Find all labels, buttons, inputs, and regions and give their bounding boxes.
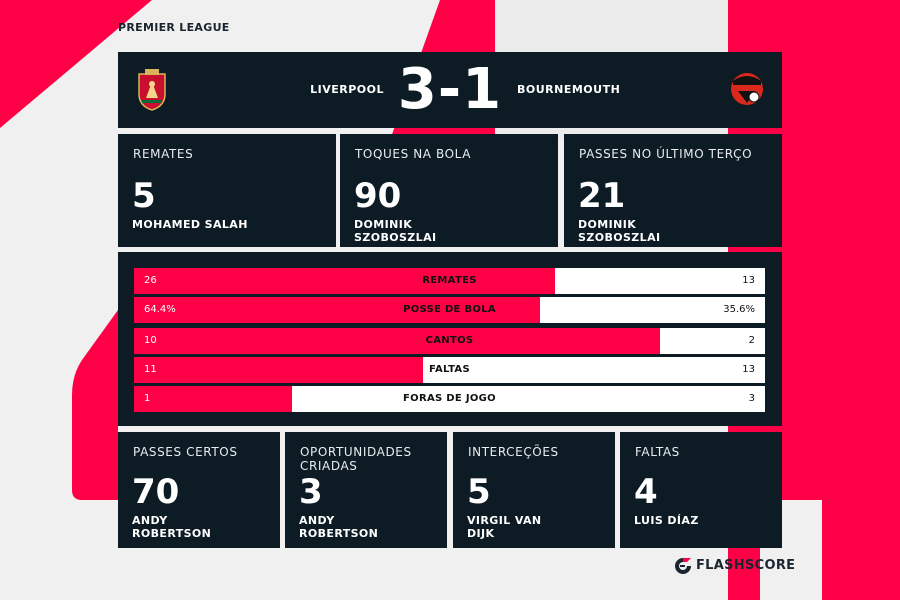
stat-card-accurate-passes: PASSES CERTOS 70 ANDY ROBERTSON bbox=[118, 432, 280, 548]
card-player: ANDY ROBERTSON bbox=[299, 514, 379, 540]
card-title: TOQUES NA BOLA bbox=[355, 147, 472, 161]
away-value: 3 bbox=[748, 393, 755, 404]
card-title: INTERCEÇÕES bbox=[468, 445, 559, 459]
league-name: PREMIER LEAGUE bbox=[118, 21, 230, 34]
home-share-bar bbox=[134, 386, 292, 412]
stat-card-final-third-passes: PASSES NO ÚLTIMO TERÇO 21 DOMINIK SZOBOS… bbox=[564, 134, 782, 247]
liverpool-crest-icon bbox=[138, 69, 166, 111]
home-share-bar bbox=[134, 268, 555, 294]
stat-card-interceptions: INTERCEÇÕES 5 VIRGIL VAN DIJK bbox=[453, 432, 615, 548]
home-value: 1 bbox=[144, 393, 151, 404]
card-title: FALTAS bbox=[635, 445, 680, 459]
card-title: REMATES bbox=[133, 147, 194, 161]
stat-card-touches: TOQUES NA BOLA 90 DOMINIK SZOBOSZLAI bbox=[340, 134, 558, 247]
home-share-bar bbox=[134, 357, 423, 383]
team-stats-panel: 26 REMATES 13 64.4% POSSE DE BOLA 35.6% … bbox=[118, 252, 782, 426]
stat-label: FALTAS bbox=[429, 364, 470, 375]
card-value: 70 bbox=[132, 472, 180, 512]
card-value: 21 bbox=[578, 176, 626, 216]
home-value: 10 bbox=[144, 335, 157, 346]
home-value: 11 bbox=[144, 364, 157, 375]
home-value: 64.4% bbox=[144, 304, 176, 315]
card-player: DOMINIK SZOBOSZLAI bbox=[578, 218, 661, 244]
card-player: LUIS DÍAZ bbox=[634, 514, 699, 527]
card-value: 5 bbox=[467, 472, 491, 512]
card-value: 3 bbox=[299, 472, 323, 512]
flashscore-logo-icon bbox=[675, 558, 691, 574]
stat-label: REMATES bbox=[422, 275, 477, 286]
card-player: VIRGIL VAN DIJK bbox=[467, 514, 542, 540]
home-value: 26 bbox=[144, 275, 157, 286]
card-value: 4 bbox=[634, 472, 658, 512]
card-player: ANDY ROBERTSON bbox=[132, 514, 212, 540]
stat-card-shots: REMATES 5 MOHAMED SALAH bbox=[118, 134, 336, 247]
card-title: OPORTUNIDADES CRIADAS bbox=[300, 445, 412, 473]
stat-row-possession: 64.4% POSSE DE BOLA 35.6% bbox=[134, 297, 765, 323]
card-title: PASSES CERTOS bbox=[133, 445, 238, 459]
home-team-name: LIVERPOOL bbox=[310, 83, 384, 96]
away-value: 2 bbox=[748, 335, 755, 346]
away-value: 13 bbox=[742, 364, 755, 375]
card-player: MOHAMED SALAH bbox=[132, 218, 248, 231]
away-value: 13 bbox=[742, 275, 755, 286]
stat-label: POSSE DE BOLA bbox=[403, 304, 496, 315]
stat-card-chances-created: OPORTUNIDADES CRIADAS 3 ANDY ROBERTSON bbox=[285, 432, 447, 548]
stat-row-shots: 26 REMATES 13 bbox=[134, 268, 765, 294]
stat-label: CANTOS bbox=[425, 335, 474, 346]
away-value: 35.6% bbox=[723, 304, 755, 315]
card-player: DOMINIK SZOBOSZLAI bbox=[354, 218, 437, 244]
home-share-bar bbox=[134, 297, 541, 323]
stat-row-fouls: 11 FALTAS 13 bbox=[134, 357, 765, 383]
match-score: 3-1 bbox=[397, 57, 503, 122]
away-team-name: BOURNEMOUTH bbox=[517, 83, 621, 96]
home-share-bar bbox=[134, 328, 660, 354]
stat-row-offsides: 1 FORAS DE JOGO 3 bbox=[134, 386, 765, 412]
bournemouth-crest-icon bbox=[731, 73, 763, 105]
card-value: 90 bbox=[354, 176, 402, 216]
card-value: 5 bbox=[132, 176, 156, 216]
stat-label: FORAS DE JOGO bbox=[403, 393, 496, 404]
scoreboard: LIVERPOOL 3-1 BOURNEMOUTH bbox=[118, 52, 782, 128]
card-title: PASSES NO ÚLTIMO TERÇO bbox=[579, 147, 753, 161]
stat-card-fouls: FALTAS 4 LUIS DÍAZ bbox=[620, 432, 782, 548]
stat-row-corners: 10 CANTOS 2 bbox=[134, 328, 765, 354]
brand-name: FLASHSCORE bbox=[696, 558, 796, 573]
